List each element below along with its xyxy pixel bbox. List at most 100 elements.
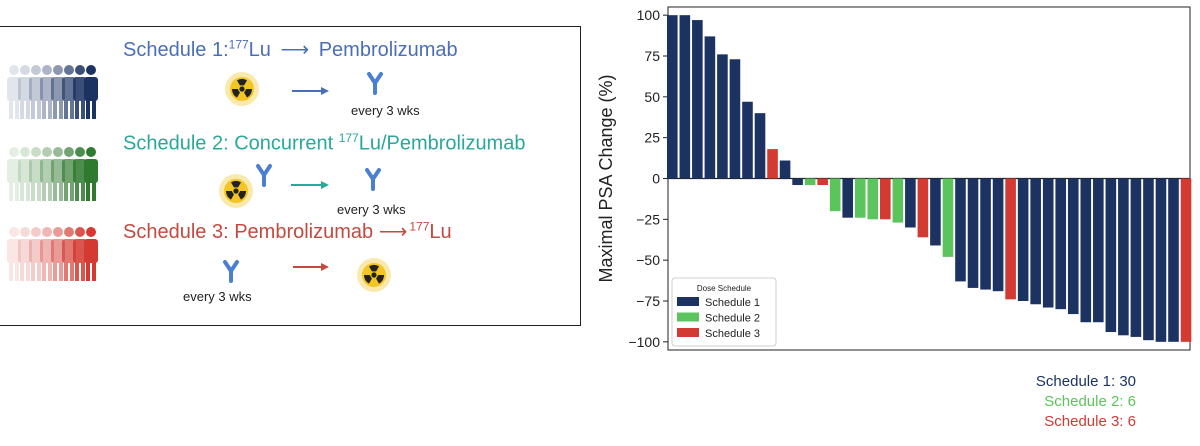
person-icon [51,227,65,281]
schedule-1-patient-group [7,65,98,119]
person-icon [84,227,98,281]
schedule-3-interval: every 3 wks [183,289,252,304]
schedule-3-arrow-icon [293,263,329,271]
bar [792,178,803,186]
schema-graphics [7,65,391,292]
bar [679,15,691,179]
bar [1093,178,1104,323]
schedule-1-rest: Pembrolizumab [318,39,458,61]
bar [992,178,1004,292]
bar [854,178,866,218]
y-tick-label: 25 [644,130,660,146]
bar [829,178,841,212]
person-icon [62,227,76,281]
person-icon [84,147,98,201]
schedule-3-lu: Lu [429,221,452,243]
legend-entry: Schedule 1 [705,297,760,309]
person-icon [51,147,65,201]
schedule-1-arrow-icon [292,87,329,95]
bar [767,149,778,179]
bar [967,178,979,288]
bar [717,54,728,179]
bar [817,178,828,186]
bar [1080,178,1092,323]
schedule-2-arrow-icon [291,181,329,189]
schedule-3-title: Schedule 3: Pembrolizumab ⟶ 177Lu [123,219,452,244]
bar [1055,178,1067,310]
antibody-icon-schedule-3 [223,260,239,283]
bar [729,59,741,179]
bar [754,113,766,179]
schedule-counts: Schedule 1: 30 Schedule 2: 6 Schedule 3:… [1036,372,1136,432]
bar [742,101,753,179]
chart-legend: Dose Schedule Schedule 1 Schedule 2 Schedul… [671,277,777,347]
person-icon [62,65,76,119]
bar [942,178,954,257]
bar [867,178,879,220]
legend-title: Dose Schedule [697,284,752,293]
schedule-1-lu: Lu [248,39,271,61]
bar [1168,178,1179,342]
y-tick-label: −25 [636,211,660,227]
bar [1042,178,1054,308]
radiation-icon-schedule-1 [225,72,259,106]
chart-bars [667,15,1192,342]
bar [1143,178,1154,341]
bar [955,178,966,282]
bar [880,178,891,220]
bar [692,20,703,179]
schedule-1-interval: every 3 wks [351,103,420,118]
bar [1017,178,1029,301]
count-schedule-2: Schedule 2: 6 [1044,393,1136,410]
person-icon [51,65,65,119]
bar [1180,178,1192,342]
legend-entry: Schedule 3 [705,328,760,340]
person-icon [18,147,32,201]
schedule-1-title: Schedule 1:177Lu ⟶ Pembrolizumab [123,37,458,62]
bar [1105,178,1117,333]
person-icon [18,65,32,119]
bar [704,36,716,179]
person-icon [73,65,87,119]
person-icon [84,65,98,119]
person-icon [29,227,43,281]
bar [917,178,929,238]
legend-entry: Schedule 2 [705,313,760,325]
bar [905,178,916,228]
count-schedule-1: Schedule 1: 30 [1035,373,1136,390]
schedule-2-interval: every 3 wks [337,202,406,217]
schedule-1-sup: 177 [228,37,249,52]
schedule-schema-panel: Schedule 1:177Lu ⟶ Pembrolizumab every 3… [0,26,581,326]
bar [892,178,904,223]
antibody-icon-schedule-1 [367,72,383,95]
schedule-2-prefix: Schedule 2: Concurrent [123,132,339,155]
antibody-icon-schedule-2b [365,168,381,191]
antibody-icon-schedule-2a [256,164,272,187]
y-tick-label: 75 [644,48,660,64]
legend-swatch [677,328,699,337]
schedule-2-sup: 177 [338,131,359,145]
y-tick-label: 50 [644,89,660,105]
bar [1067,178,1079,315]
bar [804,178,816,186]
schedule-1-prefix: Schedule 1: [123,39,229,61]
legend-swatch [677,312,699,322]
person-icon [7,147,21,201]
person-icon [62,147,76,201]
bar [667,15,678,179]
person-icon [40,65,54,119]
schedule-2-title: Schedule 2: Concurrent 177Lu/Pembrolizum… [123,131,525,156]
person-icon [29,147,43,201]
schedule-3-sup: 177 [409,219,430,234]
radiation-icon-schedule-2 [219,174,253,208]
y-axis-label: Maximal PSA Change (%) [596,74,616,282]
person-icon [7,227,21,281]
bar [930,178,941,246]
y-tick-label: −100 [628,334,660,350]
schedule-2-patient-group [7,147,98,201]
person-icon [7,65,21,119]
y-tick-label: 100 [637,7,661,23]
person-icon [40,147,54,201]
legend-swatch [677,297,699,306]
